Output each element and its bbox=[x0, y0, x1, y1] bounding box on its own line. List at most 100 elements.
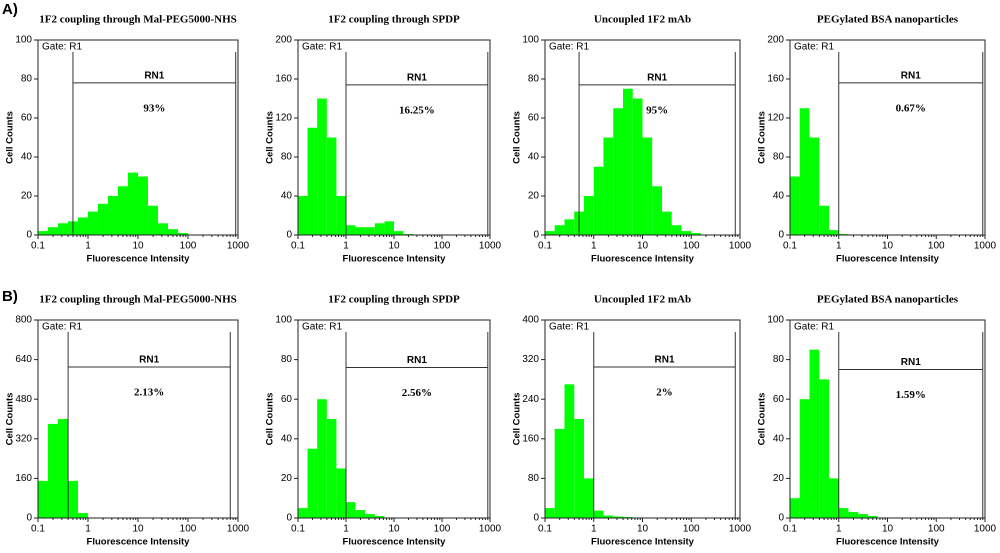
y-tick-label: 40 bbox=[281, 191, 293, 202]
y-tick-label: 80 bbox=[773, 354, 785, 365]
gate-annotation: 2.13% bbox=[134, 387, 164, 399]
y-tick-label: 240 bbox=[522, 394, 539, 405]
histogram-bar bbox=[346, 225, 356, 235]
y-tick-label: 160 bbox=[275, 74, 292, 85]
x-axis-label: Fluorescence Intensity bbox=[591, 254, 695, 265]
y-tick-label: 200 bbox=[767, 35, 784, 46]
y-axis-label: Cell Counts bbox=[512, 111, 523, 164]
gate-label: Gate: R1 bbox=[794, 322, 834, 333]
y-tick-label: 80 bbox=[528, 74, 540, 85]
x-tick-label: 100 bbox=[683, 524, 700, 535]
y-tick-label: 640 bbox=[15, 354, 32, 365]
chart-title: Uncoupled 1F2 mAb bbox=[594, 294, 691, 306]
panel-label: B) bbox=[2, 288, 18, 305]
y-tick-label: 80 bbox=[528, 473, 540, 484]
histogram-bar bbox=[554, 225, 565, 235]
y-axis-label: Cell Counts bbox=[265, 111, 276, 164]
y-axis-label: Cell Counts bbox=[5, 393, 16, 446]
x-tick-label: 1000 bbox=[227, 241, 250, 252]
y-axis-label: Cell Counts bbox=[512, 393, 523, 446]
histogram-bar bbox=[829, 230, 839, 235]
histogram-bar bbox=[365, 514, 375, 518]
x-tick-label: 1000 bbox=[974, 241, 997, 252]
gate-annotation: 1.59% bbox=[896, 389, 926, 401]
y-tick-label: 400 bbox=[522, 315, 539, 326]
chart-title: 1F2 coupling through Mal-PEG5000-NHS bbox=[39, 294, 237, 306]
y-tick-label: 0 bbox=[778, 230, 784, 241]
y-tick-label: 20 bbox=[21, 191, 33, 202]
histogram-bar bbox=[593, 510, 604, 518]
x-tick-label: 1 bbox=[85, 241, 91, 252]
y-tick-label: 0 bbox=[286, 513, 292, 524]
histogram-bar bbox=[819, 205, 830, 235]
histogram-bar bbox=[97, 203, 108, 235]
y-tick-label: 80 bbox=[773, 152, 785, 163]
histogram-bar bbox=[298, 196, 308, 235]
histogram-bar bbox=[809, 349, 820, 518]
histogram-bar bbox=[554, 428, 565, 518]
histogram-bar bbox=[613, 108, 623, 235]
y-axis-label: Cell Counts bbox=[757, 111, 768, 164]
x-tick-label: 10 bbox=[637, 241, 649, 252]
x-tick-label: 0.1 bbox=[31, 241, 45, 252]
chart-title: PEGylated BSA nanoparticles bbox=[817, 294, 959, 306]
histogram-bar bbox=[613, 516, 623, 518]
x-tick-label: 100 bbox=[180, 524, 197, 535]
histogram-bar bbox=[88, 211, 98, 235]
y-tick-label: 60 bbox=[21, 113, 33, 124]
histogram-bar bbox=[38, 231, 48, 235]
gate-name: RN1 bbox=[647, 72, 667, 83]
y-tick-label: 0 bbox=[26, 230, 32, 241]
histogram-bar bbox=[593, 166, 604, 235]
histogram-bar bbox=[355, 510, 366, 518]
x-tick-label: 10 bbox=[132, 524, 144, 535]
y-tick-label: 120 bbox=[767, 113, 784, 124]
x-tick-label: 1 bbox=[836, 241, 842, 252]
y-tick-label: 60 bbox=[773, 394, 785, 405]
y-tick-label: 20 bbox=[773, 473, 785, 484]
x-axis-label: Fluorescence Intensity bbox=[591, 537, 695, 548]
x-tick-label: 0.1 bbox=[783, 241, 797, 252]
gate-annotation: 95% bbox=[646, 104, 668, 116]
x-tick-label: 10 bbox=[388, 524, 400, 535]
x-tick-label: 100 bbox=[180, 241, 197, 252]
y-tick-label: 100 bbox=[275, 315, 292, 326]
gate-name: RN1 bbox=[407, 355, 427, 366]
y-tick-label: 320 bbox=[15, 433, 32, 444]
y-tick-label: 800 bbox=[15, 315, 32, 326]
gate-name: RN1 bbox=[901, 357, 921, 368]
histogram-bar bbox=[652, 186, 662, 235]
x-tick-label: 10 bbox=[882, 241, 894, 252]
x-tick-label: 1000 bbox=[729, 241, 752, 252]
x-tick-label: 1000 bbox=[479, 241, 502, 252]
y-axis-label: Cell Counts bbox=[5, 111, 16, 164]
histogram-bar bbox=[632, 98, 643, 235]
histogram-bar bbox=[47, 227, 58, 235]
histogram-bar bbox=[691, 233, 701, 235]
histogram-bar bbox=[336, 468, 346, 518]
histogram-bar bbox=[790, 176, 800, 235]
y-tick-label: 0 bbox=[533, 230, 539, 241]
x-tick-label: 1 bbox=[591, 524, 597, 535]
gate-annotation: 2.56% bbox=[402, 387, 432, 399]
x-tick-label: 1000 bbox=[974, 524, 997, 535]
histogram-bar bbox=[671, 225, 682, 235]
y-tick-label: 20 bbox=[528, 191, 540, 202]
x-tick-label: 1 bbox=[591, 241, 597, 252]
histogram-bar bbox=[107, 196, 118, 235]
histogram-bar bbox=[346, 502, 356, 518]
x-tick-label: 100 bbox=[434, 241, 451, 252]
y-tick-label: 80 bbox=[281, 152, 293, 163]
histogram-bar bbox=[622, 88, 633, 235]
x-tick-label: 100 bbox=[928, 241, 945, 252]
histogram-bar bbox=[799, 108, 810, 235]
x-tick-label: 0.1 bbox=[538, 241, 552, 252]
gate-name: RN1 bbox=[655, 355, 675, 366]
histogram-bar bbox=[38, 480, 48, 518]
y-tick-label: 40 bbox=[773, 191, 785, 202]
histogram-bar bbox=[147, 205, 158, 235]
y-tick-label: 80 bbox=[21, 74, 33, 85]
histogram-bar bbox=[564, 219, 575, 235]
x-tick-label: 1000 bbox=[729, 524, 752, 535]
